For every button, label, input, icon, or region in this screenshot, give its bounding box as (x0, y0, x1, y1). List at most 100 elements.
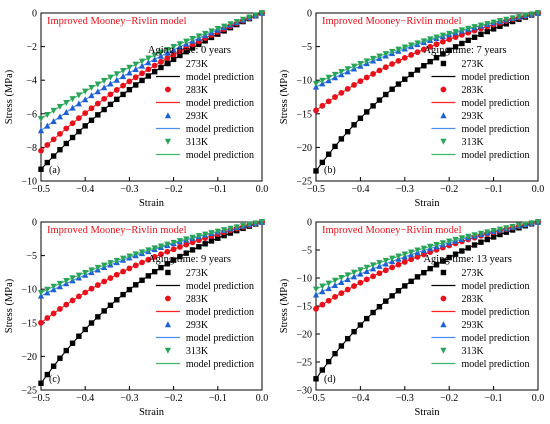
legend-marker-313K (440, 347, 447, 354)
data-point-273K (421, 269, 427, 276)
data-point-293K (126, 69, 133, 76)
x-tick-label: 0.0 (532, 184, 545, 195)
data-point-313K (312, 80, 320, 87)
data-point-273K (82, 326, 88, 333)
x-tick-label: −0.2 (165, 393, 183, 404)
data-point-273K (338, 136, 345, 142)
data-point-273K (107, 302, 114, 308)
y-axis-label: Stress (MPa) (4, 69, 15, 124)
y-tick-label: −15 (296, 109, 312, 120)
data-point-283K (120, 82, 126, 89)
data-point-313K (401, 251, 408, 258)
legend-marker-283K (440, 295, 447, 302)
data-point-273K (38, 166, 44, 172)
x-tick-label: −0.5 (307, 393, 325, 404)
legend-marker-273K (440, 60, 447, 67)
data-point-293K (94, 88, 101, 95)
chart-panel-3: −0.5 −0.4 −0.3 −0.2 −0.1 0.0 −25 −20 −15 −10 −5 0 St… (4, 218, 268, 419)
data-point-313K (157, 49, 165, 56)
data-point-283K (50, 310, 57, 317)
data-point-283K (446, 36, 453, 43)
y-tick-label: −8 (26, 143, 37, 154)
data-point-273K (177, 253, 183, 260)
data-point-283K (382, 64, 389, 71)
data-point-313K (82, 88, 89, 95)
data-point-283K (370, 273, 376, 280)
data-point-273K (395, 81, 402, 87)
legend-marker-293K (164, 112, 172, 119)
legend-label-293K: 293K (461, 320, 484, 331)
data-point-313K (382, 51, 389, 58)
data-point-283K (69, 297, 76, 304)
data-point-313K (344, 66, 351, 73)
data-point-273K (503, 229, 509, 235)
data-point-283K (132, 74, 139, 81)
data-point-283K (139, 259, 145, 266)
x-tick-label: 0.0 (256, 184, 269, 195)
data-point-273K (139, 77, 145, 84)
data-point-313K (101, 262, 108, 269)
data-point-313K (433, 241, 440, 248)
data-point-313K (420, 245, 427, 252)
y-tick-label: 0 (32, 9, 37, 20)
data-point-313K (56, 280, 64, 287)
data-point-273K (170, 56, 177, 63)
data-point-283K (50, 136, 57, 143)
data-point-273K (465, 245, 471, 251)
data-point-313K (376, 53, 383, 60)
data-point-313K (325, 280, 332, 287)
data-point-313K (484, 229, 491, 236)
data-point-313K (258, 219, 266, 226)
data-point-283K (395, 57, 402, 64)
y-tick-label: −5 (301, 246, 312, 257)
y-tick-label: −20 (21, 352, 37, 363)
data-point-313K (107, 74, 114, 81)
data-point-313K (503, 225, 510, 232)
data-point-283K (126, 78, 133, 85)
data-point-283K (151, 62, 158, 69)
data-point-313K (477, 22, 485, 29)
legend-marker-273K (440, 269, 447, 276)
legend-marker-313K (440, 138, 447, 145)
data-point-283K (408, 256, 415, 263)
data-point-313K (37, 289, 45, 296)
data-point-283K (101, 95, 108, 102)
data-point-283K (401, 54, 408, 61)
data-point-273K (497, 231, 503, 238)
data-point-283K (357, 78, 364, 85)
data-point-293K (88, 92, 95, 99)
data-point-313K (490, 19, 497, 26)
data-point-283K (420, 46, 427, 53)
data-point-313K (477, 230, 485, 237)
panel-label: (b) (324, 165, 336, 176)
data-point-313K (151, 52, 158, 59)
model-line-283K (315, 12, 539, 111)
data-point-313K (37, 116, 45, 123)
data-point-313K (69, 275, 76, 282)
data-point-313K (395, 46, 402, 53)
data-point-313K (338, 275, 345, 282)
data-point-313K (515, 14, 523, 21)
data-point-273K (351, 122, 357, 128)
data-point-283K (183, 241, 190, 248)
data-point-283K (113, 271, 120, 278)
data-point-273K (170, 257, 177, 263)
data-point-313K (534, 219, 542, 226)
x-axis-label: Strain (414, 198, 440, 209)
data-point-283K (164, 248, 171, 255)
data-point-273K (478, 31, 484, 38)
data-point-313K (484, 21, 491, 28)
data-point-273K (50, 153, 57, 159)
data-point-283K (120, 268, 126, 275)
data-point-283K (145, 66, 152, 73)
data-point-313K (319, 77, 326, 84)
data-point-273K (107, 101, 114, 108)
data-point-293K (107, 80, 114, 87)
x-tick-label: −0.3 (120, 184, 138, 195)
data-point-273K (133, 282, 139, 288)
data-point-293K (151, 55, 158, 62)
data-point-313K (401, 44, 408, 51)
data-point-273K (376, 304, 383, 310)
data-point-313K (208, 230, 215, 237)
data-point-273K (490, 234, 497, 240)
